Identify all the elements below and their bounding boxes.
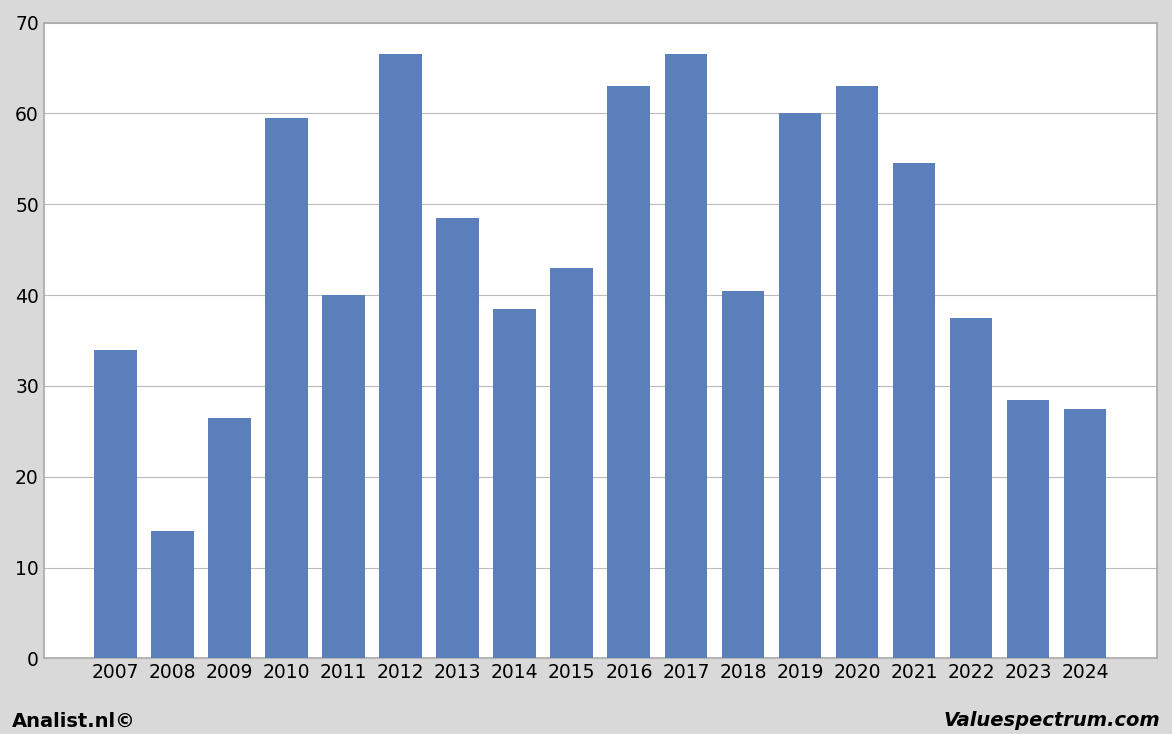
Bar bbox=[1007, 399, 1049, 658]
Bar bbox=[722, 291, 764, 658]
Bar bbox=[322, 295, 366, 658]
Bar bbox=[436, 218, 479, 658]
Bar bbox=[949, 318, 993, 658]
Bar bbox=[94, 349, 137, 658]
Bar bbox=[209, 418, 251, 658]
Text: Analist.nl©: Analist.nl© bbox=[12, 711, 136, 730]
Bar bbox=[607, 86, 650, 658]
Bar bbox=[1064, 409, 1106, 658]
Bar bbox=[836, 86, 878, 658]
Bar bbox=[778, 113, 822, 658]
Bar bbox=[665, 54, 707, 658]
Bar bbox=[265, 118, 308, 658]
Bar bbox=[380, 54, 422, 658]
Bar bbox=[893, 164, 935, 658]
Bar bbox=[493, 309, 537, 658]
Text: Valuespectrum.com: Valuespectrum.com bbox=[943, 711, 1160, 730]
Bar bbox=[551, 268, 593, 658]
Bar bbox=[151, 531, 195, 658]
